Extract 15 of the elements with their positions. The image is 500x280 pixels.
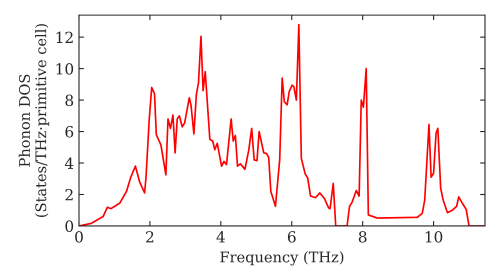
y-tick-label: 4 [64,157,74,169]
x-tick-label: 8 [358,231,366,243]
x-tick-label: 2 [146,231,154,242]
x-tick-label: 4 [216,231,225,242]
y-tick-label: 12 [56,32,73,43]
x-tick-label: 6 [288,231,296,243]
x-tick-label: 0 [75,231,83,243]
y-tick-label: 6 [65,126,74,138]
x-tick-label: 10 [426,231,442,243]
y-tick-label: 0 [65,220,74,232]
y-axis-title: Phonon DOS (States/THz·primitive cell) [18,24,50,217]
y-tick-label: 10 [56,63,74,75]
x-axis-title: Frequency (THz) [220,251,344,266]
y-tick-label: 8 [65,94,74,106]
y-tick-label: 2 [65,188,73,200]
